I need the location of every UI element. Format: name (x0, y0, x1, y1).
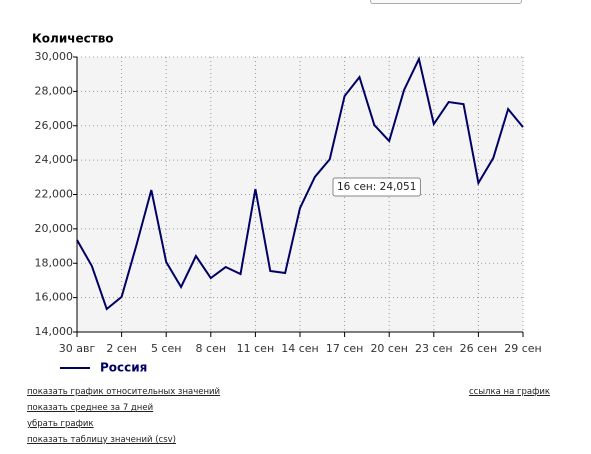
line (76, 56, 524, 311)
x-tick-label: 11 сен (237, 342, 275, 355)
x-tick-label: 2 сен (106, 342, 137, 355)
y-tick-label: 18,000 (35, 256, 74, 269)
plot-area (77, 57, 523, 332)
y-tick-label: 14,000 (35, 325, 74, 338)
link[interactable]: ссылка на график (469, 387, 550, 397)
x-tick-label: 26 сен (460, 342, 498, 355)
y-tick-label: 22,000 (35, 188, 74, 201)
x-tick-label: 14 сен (281, 342, 319, 355)
top-button[interactable] (370, 0, 522, 4)
x-tick-label: 29 сен (504, 342, 542, 355)
link[interactable]: убрать график (27, 419, 94, 429)
x-tick-label: 30 авг (59, 342, 96, 355)
y-tick-label: 24,000 (35, 153, 74, 166)
x-tick-label: 23 сен (415, 342, 453, 355)
legend-label: Россия (100, 361, 147, 375)
x-tick-label: 17 сен (326, 342, 364, 355)
link[interactable]: показать среднее за 7 дней (27, 403, 154, 413)
tooltip (332, 177, 421, 197)
links: показать график относительных значений п… (27, 384, 220, 448)
y-tick-label: 28,000 (35, 84, 74, 97)
y-tick-label: 30,000 (35, 50, 74, 63)
x-tick-label: 5 сен (151, 342, 182, 355)
link[interactable]: показать таблицу значений (csv) (27, 435, 176, 445)
tooltip-text: 16 сен: 24,051 (337, 181, 416, 193)
x-tick-label: 8 сен (196, 342, 227, 355)
y-tick-label: 16,000 (35, 291, 74, 304)
x-tick-label: 20 сен (370, 342, 408, 355)
y-axis-title: Количество (32, 32, 114, 46)
y-tick-label: 20,000 (35, 222, 74, 235)
y-tick-label: 26,000 (35, 119, 74, 132)
chart: Количество 14,000 16,000 18,000 20,000 22,00… (32, 32, 542, 375)
link[interactable]: показать график относительных значений (27, 387, 221, 397)
